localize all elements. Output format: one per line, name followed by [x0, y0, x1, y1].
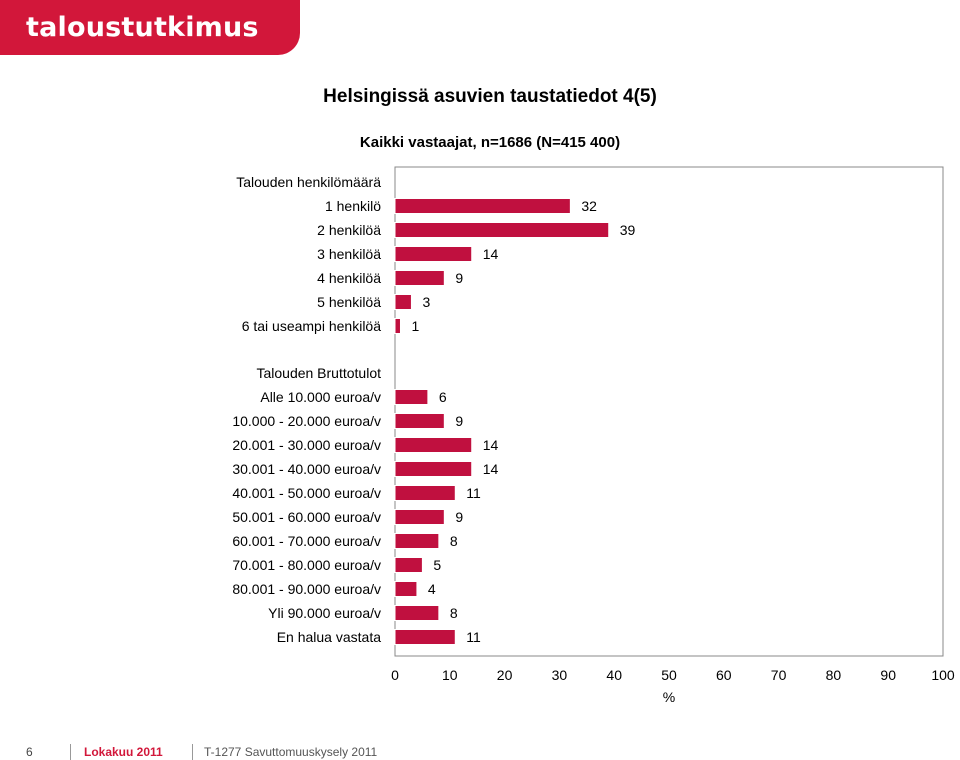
category-label: 10.000 - 20.000 euroa/v: [232, 413, 381, 429]
x-tick-label: 0: [391, 667, 399, 683]
bar: [394, 270, 445, 286]
bar: [394, 294, 412, 310]
bar: [394, 509, 445, 525]
category-label: 1 henkilö: [325, 198, 381, 214]
bar: [394, 413, 445, 429]
bar: [394, 246, 473, 262]
data-label: 4: [428, 581, 436, 597]
x-tick-label: 60: [716, 667, 732, 683]
page-title: Helsingissä asuvien taustatiedot 4(5): [323, 86, 657, 107]
category-label: 4 henkilöä: [317, 270, 381, 286]
bar: [394, 629, 456, 645]
category-label: 6 tai useampi henkilöä: [242, 318, 382, 334]
x-tick-label: 70: [771, 667, 787, 683]
x-tick-label: 90: [880, 667, 896, 683]
data-label: 9: [455, 270, 463, 286]
bar: [394, 461, 473, 477]
data-label: 8: [450, 533, 458, 549]
data-label: 14: [483, 246, 499, 262]
group-label: Talouden Bruttotulot: [256, 365, 381, 381]
data-label: 3: [422, 294, 430, 310]
data-label: 39: [620, 222, 636, 238]
category-label: Yli 90.000 euroa/v: [268, 605, 381, 621]
bar: [394, 581, 418, 597]
data-label: 14: [483, 437, 499, 453]
bar: [394, 389, 429, 405]
category-label: 20.001 - 30.000 euroa/v: [232, 437, 381, 453]
data-label: 5: [433, 557, 441, 573]
footer-divider: [70, 744, 71, 760]
data-label: 9: [455, 413, 463, 429]
bar: [394, 198, 571, 214]
x-tick-label: 50: [661, 667, 677, 683]
footer-date: Lokakuu 2011: [84, 745, 163, 759]
category-label: 30.001 - 40.000 euroa/v: [232, 461, 381, 477]
data-label: 8: [450, 605, 458, 621]
x-axis-label: %: [663, 689, 675, 705]
chart-subtitle: Kaikki vastaajat, n=1686 (N=415 400): [359, 134, 621, 151]
category-label: Alle 10.000 euroa/v: [260, 389, 381, 405]
data-label: 9: [455, 509, 463, 525]
x-tick-label: 30: [552, 667, 568, 683]
bar: [394, 533, 440, 549]
bar: [394, 605, 440, 621]
footer-divider: [192, 744, 193, 760]
category-label: En halua vastata: [277, 629, 382, 645]
data-label: 1: [411, 318, 419, 334]
category-label: 40.001 - 50.000 euroa/v: [232, 485, 381, 501]
bar: [394, 485, 456, 501]
footer-survey-name: T-1277 Savuttomuuskysely 2011: [204, 745, 378, 759]
bar: [394, 318, 401, 334]
company-logo: taloustutkimus oy: [0, 0, 300, 99]
data-label: 11: [466, 485, 481, 501]
data-label: 32: [581, 198, 597, 214]
category-label: 70.001 - 80.000 euroa/v: [232, 557, 381, 573]
data-label: 6: [439, 389, 447, 405]
group-label: Talouden henkilömäärä: [236, 174, 381, 190]
x-tick-label: 100: [931, 667, 955, 683]
x-tick-label: 80: [826, 667, 842, 683]
x-tick-label: 40: [606, 667, 622, 683]
bar: [394, 557, 423, 573]
data-label: 14: [483, 461, 499, 477]
category-label: 5 henkilöä: [317, 294, 381, 310]
category-label: 2 henkilöä: [317, 222, 381, 238]
category-label: 3 henkilöä: [317, 246, 381, 262]
x-tick-label: 10: [442, 667, 458, 683]
category-label: 80.001 - 90.000 euroa/v: [232, 581, 381, 597]
bar: [394, 222, 610, 238]
footer-page-number: 6: [26, 745, 33, 759]
data-label: 11: [466, 629, 481, 645]
x-tick-label: 20: [497, 667, 513, 683]
plot-frame: [394, 166, 944, 657]
category-label: 50.001 - 60.000 euroa/v: [232, 509, 381, 525]
category-label: 60.001 - 70.000 euroa/v: [232, 533, 381, 549]
bar: [394, 437, 473, 453]
